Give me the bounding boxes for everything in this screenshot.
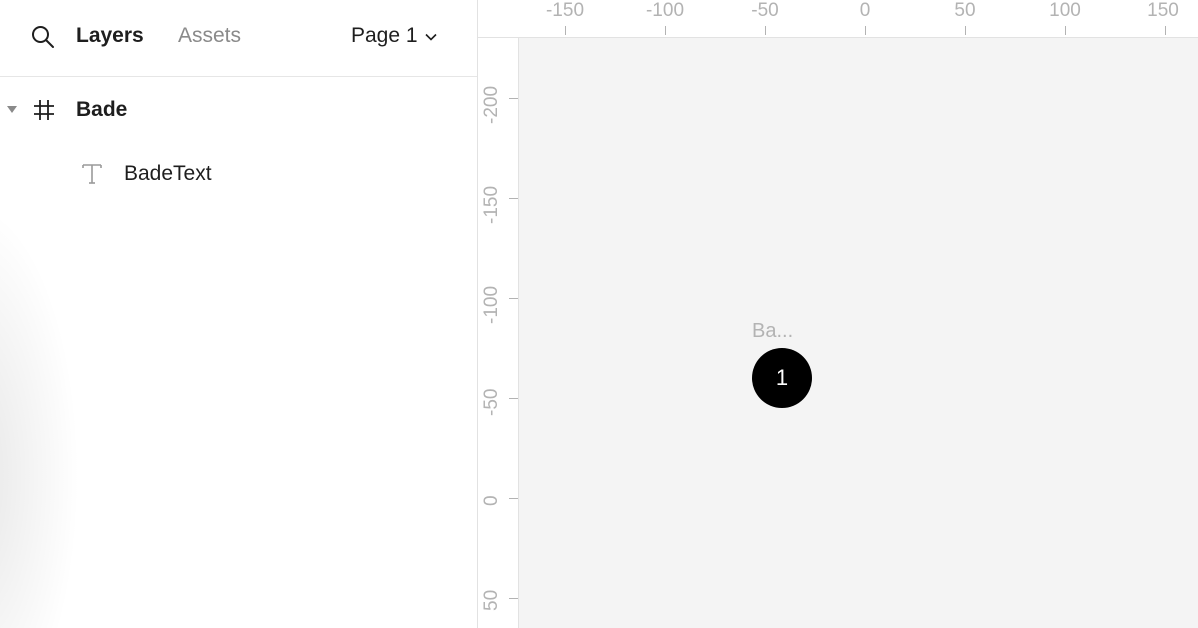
ruler-tick-label: -150 [481, 185, 502, 224]
layer-row-badetext[interactable]: BadeText [0, 150, 477, 198]
ruler-tick-label: -200 [481, 85, 502, 124]
ruler-tick-label: 50 [481, 589, 502, 611]
design-canvas[interactable] [519, 38, 1198, 628]
badge-text: 1 [775, 365, 789, 390]
ruler-tick-label: -100 [645, 0, 685, 21]
ruler-tick [509, 598, 518, 599]
page-selector[interactable]: Page 1 [351, 24, 438, 48]
caret-down-icon[interactable] [6, 105, 18, 115]
ruler-tick [965, 26, 966, 35]
frame-icon [34, 100, 54, 120]
ruler-tick-label: 0 [481, 495, 502, 506]
layer-row-bade[interactable]: Bade [0, 86, 477, 134]
layer-label: BadeText [124, 162, 212, 185]
ruler-tick [509, 398, 518, 399]
badge-frame[interactable]: 1 [752, 348, 812, 408]
ruler-tick [1065, 26, 1066, 35]
ruler-tick-label: -150 [545, 0, 585, 21]
panel-shadow [0, 200, 80, 628]
ruler-tick [1165, 26, 1166, 35]
ruler-tick [509, 98, 518, 99]
ruler-tick [565, 26, 566, 35]
ruler-tick [765, 26, 766, 35]
frame-name-label[interactable]: Ba... [752, 320, 794, 342]
horizontal-ruler [478, 0, 1198, 38]
layer-label: Bade [76, 98, 128, 121]
ruler-tick-label: 100 [1049, 0, 1081, 21]
tab-assets[interactable]: Assets [178, 24, 242, 47]
ruler-tick [865, 26, 866, 35]
ruler-tick [665, 26, 666, 35]
text-icon [82, 164, 102, 184]
ruler-tick-label: -50 [751, 0, 779, 21]
ruler-tick-label: 150 [1147, 0, 1179, 21]
ruler-tick-label: 0 [859, 0, 871, 21]
vertical-ruler [478, 38, 519, 628]
layers-panel: Layers Assets Page 1 Bade BadeText [0, 0, 478, 628]
ruler-tick-label: -50 [481, 388, 502, 416]
ruler-tick [509, 198, 518, 199]
panel-header: Layers Assets Page 1 [0, 0, 477, 77]
chevron-down-icon [424, 33, 437, 41]
ruler-tick [509, 298, 518, 299]
search-icon[interactable] [30, 24, 56, 50]
page-selector-label: Page 1 [351, 24, 418, 47]
tab-layers[interactable]: Layers [76, 24, 144, 47]
ruler-tick [509, 498, 518, 499]
ruler-tick-label: 50 [954, 0, 976, 21]
ruler-tick-label: -100 [481, 285, 502, 324]
